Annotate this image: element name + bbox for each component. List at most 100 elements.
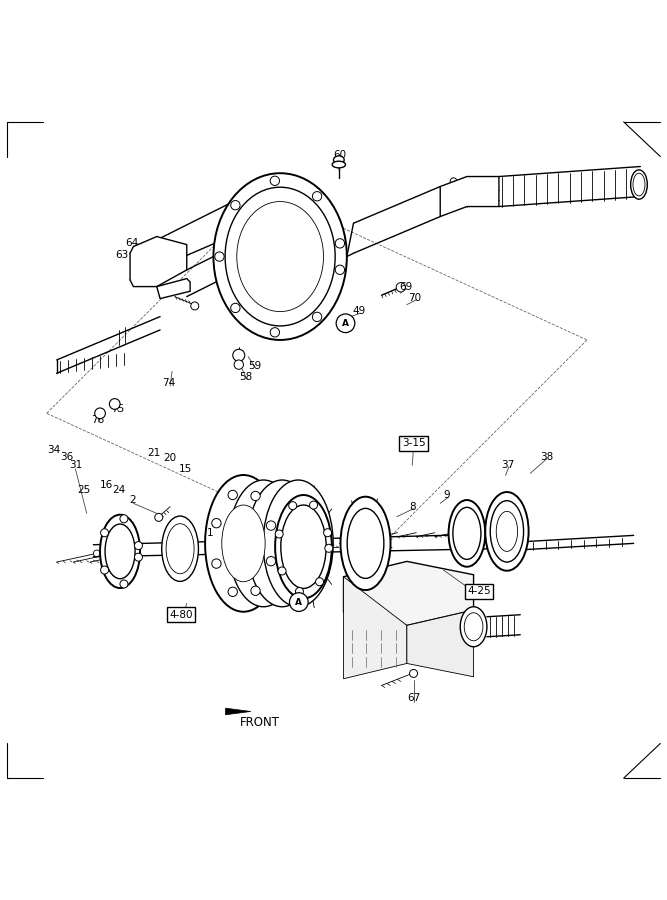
Circle shape <box>228 491 237 500</box>
Circle shape <box>234 360 243 369</box>
Circle shape <box>101 528 109 536</box>
Polygon shape <box>130 237 187 286</box>
Circle shape <box>312 312 321 321</box>
Circle shape <box>135 554 143 562</box>
Circle shape <box>312 192 321 201</box>
Circle shape <box>484 199 490 205</box>
Ellipse shape <box>105 524 135 579</box>
Circle shape <box>251 586 260 596</box>
Ellipse shape <box>460 607 487 647</box>
Circle shape <box>278 567 286 575</box>
Circle shape <box>309 501 317 509</box>
Text: 49: 49 <box>352 306 366 316</box>
Circle shape <box>323 528 331 536</box>
Text: 25: 25 <box>77 485 91 495</box>
Circle shape <box>120 515 128 523</box>
Circle shape <box>110 550 117 557</box>
Text: 67: 67 <box>407 693 420 703</box>
Text: 21: 21 <box>147 448 160 458</box>
Text: 70: 70 <box>408 292 422 303</box>
Circle shape <box>95 408 105 418</box>
Ellipse shape <box>490 500 524 562</box>
Text: 37: 37 <box>502 460 515 470</box>
Ellipse shape <box>100 515 140 588</box>
Text: 3-15: 3-15 <box>402 438 426 448</box>
Ellipse shape <box>332 161 346 168</box>
Ellipse shape <box>166 524 194 573</box>
Ellipse shape <box>631 170 647 199</box>
Ellipse shape <box>464 613 483 641</box>
Circle shape <box>266 521 275 530</box>
Ellipse shape <box>237 202 323 311</box>
Polygon shape <box>440 176 499 217</box>
Text: 9: 9 <box>444 491 450 500</box>
Circle shape <box>211 518 221 527</box>
Text: 64: 64 <box>125 238 139 248</box>
Text: 15: 15 <box>179 464 192 473</box>
Circle shape <box>215 252 224 261</box>
Polygon shape <box>225 708 251 715</box>
Ellipse shape <box>263 480 333 607</box>
Ellipse shape <box>448 500 485 567</box>
Circle shape <box>139 271 147 279</box>
Text: 20: 20 <box>163 453 177 463</box>
Circle shape <box>109 399 120 410</box>
Ellipse shape <box>341 497 391 590</box>
Polygon shape <box>407 610 474 677</box>
Text: FRONT: FRONT <box>240 716 280 729</box>
Circle shape <box>93 550 100 557</box>
Text: 8: 8 <box>409 501 416 512</box>
Text: 76: 76 <box>91 415 105 425</box>
Text: A: A <box>295 598 302 607</box>
Ellipse shape <box>225 187 336 326</box>
Circle shape <box>275 530 283 538</box>
Ellipse shape <box>229 480 299 607</box>
Polygon shape <box>157 279 190 299</box>
Circle shape <box>450 178 457 184</box>
Ellipse shape <box>347 508 384 579</box>
Ellipse shape <box>161 516 199 581</box>
Text: 4-80: 4-80 <box>169 609 193 620</box>
Polygon shape <box>344 562 474 626</box>
Text: 34: 34 <box>47 445 60 455</box>
Circle shape <box>251 491 260 500</box>
Text: 58: 58 <box>239 372 252 382</box>
Text: 60: 60 <box>334 149 347 159</box>
Circle shape <box>336 238 345 248</box>
Ellipse shape <box>281 505 326 589</box>
Circle shape <box>231 303 240 312</box>
Text: 1: 1 <box>207 528 213 538</box>
Text: 2: 2 <box>129 495 135 505</box>
Circle shape <box>139 248 147 256</box>
Circle shape <box>396 283 406 292</box>
Circle shape <box>289 501 297 509</box>
Ellipse shape <box>247 480 317 607</box>
Circle shape <box>336 266 345 274</box>
Polygon shape <box>344 577 407 679</box>
Circle shape <box>127 550 133 557</box>
Ellipse shape <box>334 156 344 164</box>
Text: 24: 24 <box>112 485 125 495</box>
Ellipse shape <box>496 511 518 552</box>
Circle shape <box>315 578 323 586</box>
Circle shape <box>228 587 237 597</box>
Circle shape <box>101 566 109 574</box>
Circle shape <box>484 178 490 184</box>
Ellipse shape <box>221 505 265 581</box>
Circle shape <box>410 670 418 678</box>
Ellipse shape <box>633 173 645 196</box>
Text: 31: 31 <box>69 460 82 471</box>
Circle shape <box>295 588 303 596</box>
Text: 75: 75 <box>111 403 124 414</box>
Text: 16: 16 <box>100 481 113 491</box>
Ellipse shape <box>213 173 347 340</box>
Circle shape <box>289 593 308 611</box>
Circle shape <box>325 544 333 553</box>
Circle shape <box>270 328 279 337</box>
Circle shape <box>270 176 279 185</box>
Ellipse shape <box>486 492 528 571</box>
Circle shape <box>336 314 355 333</box>
Text: 4-25: 4-25 <box>467 587 491 597</box>
Circle shape <box>191 302 199 310</box>
Circle shape <box>450 199 457 205</box>
